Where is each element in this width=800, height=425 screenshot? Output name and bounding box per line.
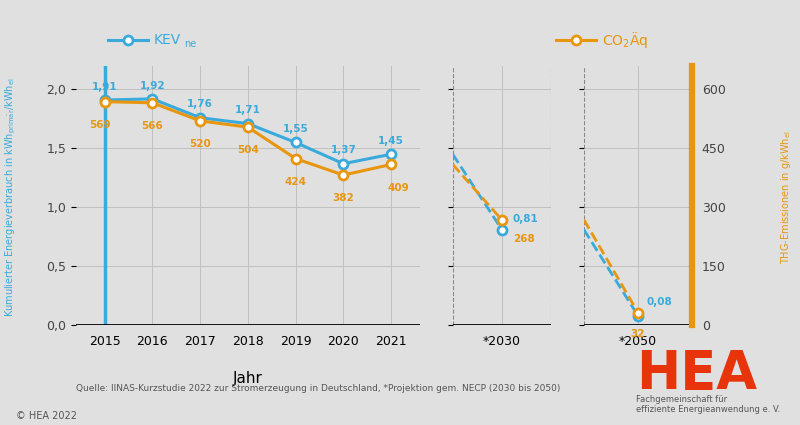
Text: 1,92: 1,92 xyxy=(139,80,166,91)
Text: 382: 382 xyxy=(333,193,354,203)
Text: 1,37: 1,37 xyxy=(330,145,356,156)
Text: 1,55: 1,55 xyxy=(282,124,309,134)
Text: 504: 504 xyxy=(237,145,259,155)
Text: ne: ne xyxy=(184,39,196,49)
Text: 268: 268 xyxy=(513,234,534,244)
Text: 566: 566 xyxy=(142,121,163,131)
Text: Jahr: Jahr xyxy=(233,371,263,386)
Text: Kumulierter Energieverbrauch in kWh$_{\mathrm{prim\ddot{a}r}}$/kWh$_{\mathrm{el}: Kumulierter Energieverbrauch in kWh$_{\m… xyxy=(3,78,18,317)
Text: 569: 569 xyxy=(90,120,111,130)
Text: 1,91: 1,91 xyxy=(92,82,118,92)
Text: 1,45: 1,45 xyxy=(378,136,404,146)
Text: 0,81: 0,81 xyxy=(513,214,538,224)
Text: KEV: KEV xyxy=(154,34,181,47)
Text: CO$_2$Äq: CO$_2$Äq xyxy=(602,30,648,51)
Text: 424: 424 xyxy=(285,177,306,187)
Text: Quelle: IINAS-Kurzstudie 2022 zur Stromerzeugung in Deutschland, *Projektion gem: Quelle: IINAS-Kurzstudie 2022 zur Strome… xyxy=(76,384,560,394)
Text: © HEA 2022: © HEA 2022 xyxy=(16,411,77,421)
Text: THG-Emissionen in g/kWh$_{\mathrm{el}}$: THG-Emissionen in g/kWh$_{\mathrm{el}}$ xyxy=(778,131,793,264)
Text: 520: 520 xyxy=(190,139,211,149)
Text: 1,71: 1,71 xyxy=(235,105,261,115)
Text: 0,08: 0,08 xyxy=(646,298,672,307)
Text: Fachgemeinschaft für
effiziente Energieanwendung e. V.: Fachgemeinschaft für effiziente Energiea… xyxy=(636,395,780,414)
Text: HEA: HEA xyxy=(636,348,757,400)
Text: 1,76: 1,76 xyxy=(187,99,213,109)
Text: 32: 32 xyxy=(630,329,646,339)
Text: 409: 409 xyxy=(387,182,409,193)
